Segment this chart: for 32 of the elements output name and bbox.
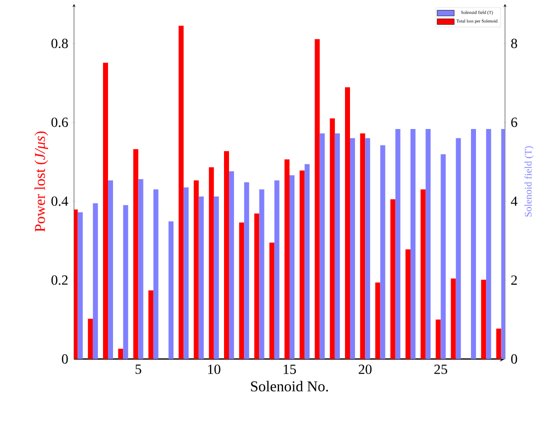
y2-axis-title: Solenoid field (T): [524, 146, 534, 217]
x-tick-label: 5: [136, 364, 142, 374]
bar: [486, 129, 492, 359]
bar: [496, 328, 502, 359]
x-axis-title: Solenoid No.: [251, 380, 328, 392]
bar: [88, 318, 93, 359]
y-tick-label: 0: [62, 354, 68, 364]
y2-tick-label: 4: [510, 196, 518, 206]
bar: [380, 145, 386, 359]
bar: [123, 205, 128, 359]
bar: [153, 189, 158, 359]
x-tick-label: 25: [434, 364, 448, 374]
bar: [168, 221, 174, 359]
bar: [92, 203, 98, 359]
bar: [440, 154, 446, 359]
y-tick-label: 0.4: [51, 196, 68, 206]
x-tick-label: 20: [358, 364, 372, 374]
y2-tick-label: 6: [511, 118, 518, 128]
x-tick-label: 15: [284, 364, 296, 374]
bar: [470, 129, 476, 359]
y2-tick-label: 2: [511, 275, 517, 285]
bar: [456, 138, 461, 359]
y2-tick-label: 0: [511, 354, 518, 364]
y-tick-label: 0.8: [51, 38, 68, 48]
x-tick-label: 10: [208, 364, 220, 374]
bar: [436, 320, 441, 359]
y-axis-title: Power lost (J/μs): [34, 132, 48, 232]
bar: [118, 348, 124, 359]
y-tick-label: 0.2: [51, 275, 68, 285]
y2-tick-label: 8: [511, 38, 518, 48]
y-tick-label: 0.6: [51, 118, 68, 128]
bar: [410, 129, 416, 359]
